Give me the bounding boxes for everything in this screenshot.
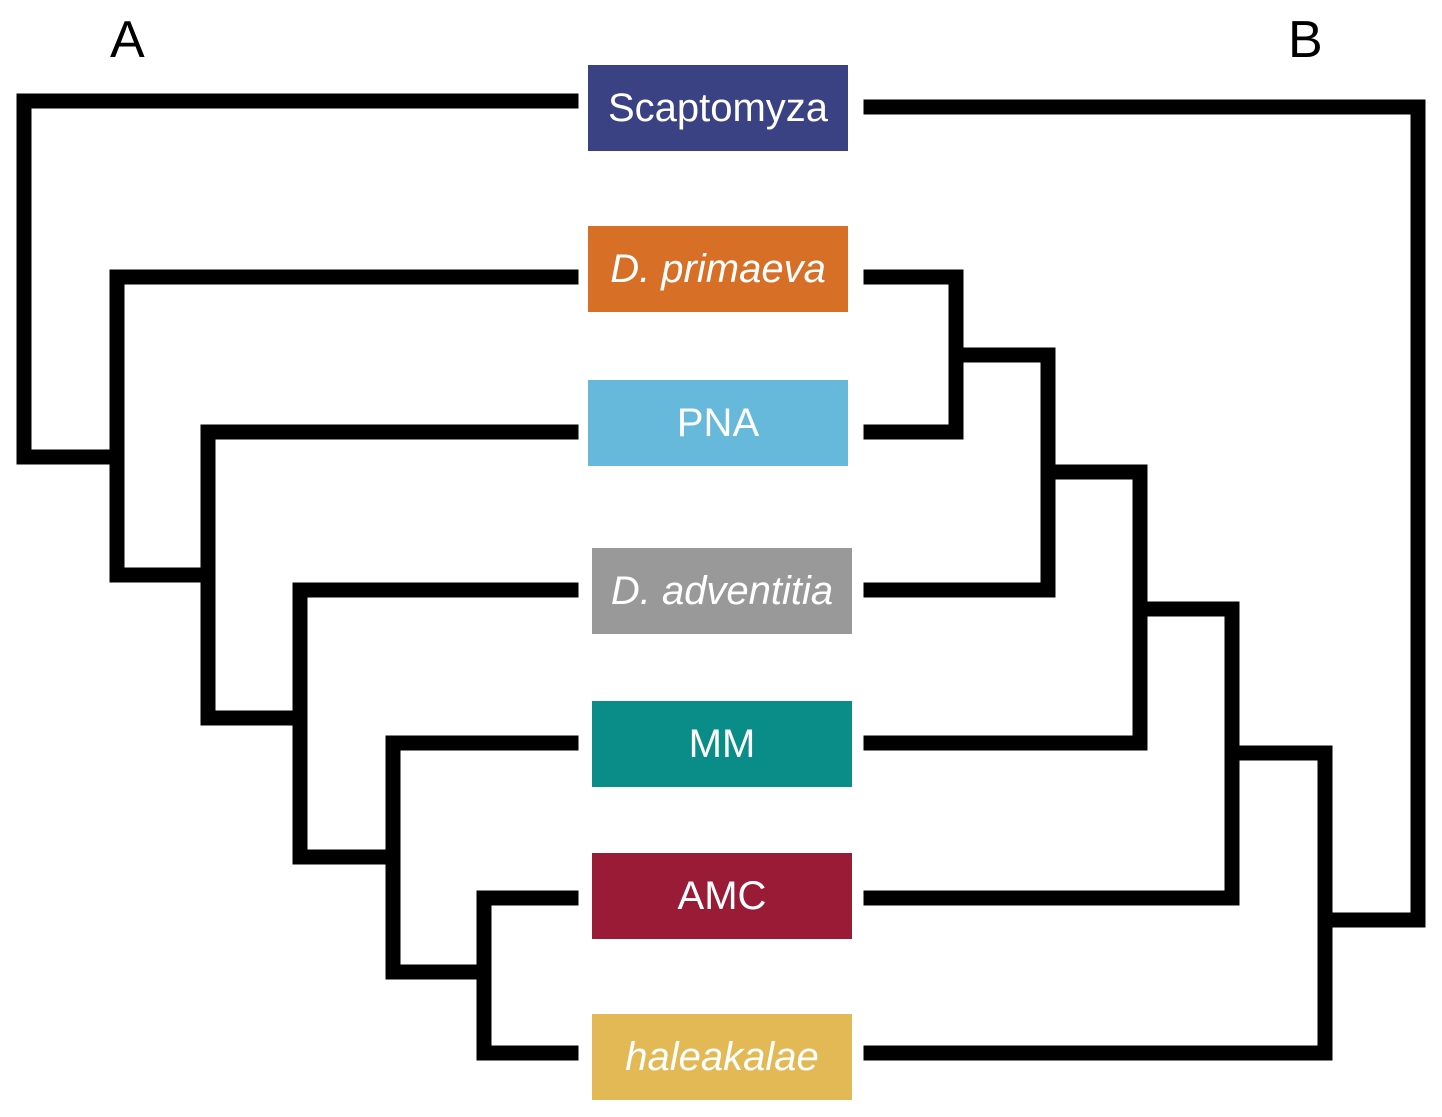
taxon-label-amc: AMC	[677, 873, 767, 918]
taxon-label-pna: PNA	[676, 400, 760, 445]
taxon-label-scaptomyza: Scaptomyza	[607, 85, 829, 130]
taxon-label-haleakalae: haleakalae	[625, 1034, 819, 1079]
taxon-label-mm: MM	[688, 721, 756, 766]
tree-a-clade-primaeva	[109, 269, 579, 583]
tree-a-clade-amc-hal	[476, 890, 579, 1061]
taxon-box-d-adventitia: D. adventitia	[592, 548, 852, 634]
tree-a-clade-adventitia	[292, 582, 579, 865]
panel-label-b: B	[1288, 11, 1323, 69]
tree-a	[16, 93, 579, 1061]
tree-a-clade-pna	[200, 424, 579, 726]
taxon-box-mm: MM	[592, 701, 852, 787]
tree-a-clade-scaptomyza	[16, 93, 579, 465]
tree-b-clade-prim-pna	[863, 269, 964, 440]
taxon-label-d-primaeva: D. primaeva	[610, 246, 826, 291]
tree-b-clade-haleakalae	[863, 745, 1333, 1061]
taxon-box-haleakalae: haleakalae	[592, 1014, 852, 1100]
taxon-box-d-primaeva: D. primaeva	[588, 226, 848, 312]
taxon-box-amc: AMC	[592, 853, 852, 939]
taxon-box-scaptomyza: Scaptomyza	[588, 65, 848, 151]
taxon-box-pna: PNA	[588, 380, 848, 466]
tree-b-clade-scaptomyza	[863, 99, 1426, 928]
taxon-label-d-adventitia: D. adventitia	[610, 568, 834, 613]
tree-a-clade-mm	[385, 735, 579, 980]
panel-label-a: A	[110, 11, 145, 69]
tree-b	[863, 99, 1426, 1061]
tree-b-clade-amc	[863, 601, 1240, 906]
tree-b-clade-mm	[863, 464, 1148, 751]
